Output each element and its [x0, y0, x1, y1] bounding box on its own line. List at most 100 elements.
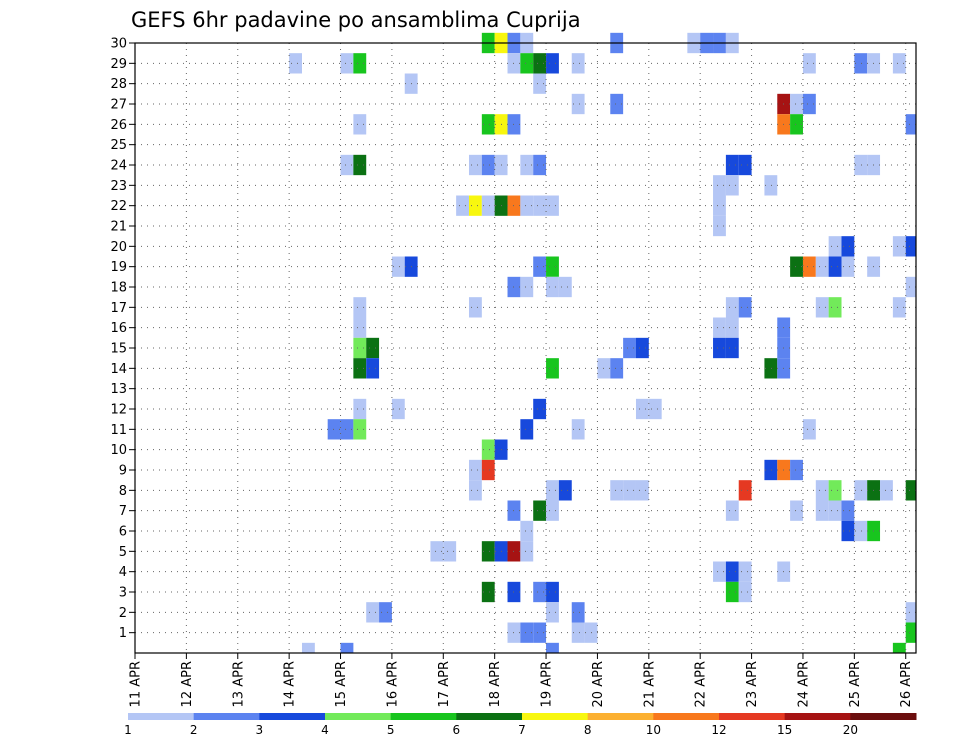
legend-label: 7 [518, 723, 526, 737]
x-tick-label: 17 APR [437, 661, 452, 707]
y-tick-label: 27 [110, 98, 127, 113]
y-tick-label: 6 [119, 525, 127, 540]
x-tick-label: 26 APR [899, 661, 914, 707]
legend-swatch [719, 713, 785, 720]
legend-label: 3 [256, 723, 264, 737]
heatmap-cell [816, 480, 829, 500]
heatmap-cell [829, 501, 842, 521]
y-tick-label: 25 [110, 138, 127, 153]
heatmap-cell [559, 480, 572, 500]
legend-label: 10 [646, 723, 661, 737]
legend-swatch [128, 713, 194, 720]
heatmap-cell [546, 257, 559, 277]
heatmap-cell [366, 338, 379, 358]
heatmap-cell [559, 277, 572, 297]
y-tick-label: 11 [110, 423, 127, 438]
legend-swatch [850, 713, 916, 720]
heatmap-cell [546, 53, 559, 73]
heatmap-cell [469, 460, 482, 480]
heatmap-cell [546, 277, 559, 297]
heatmap-cell [353, 399, 366, 419]
legend-swatch [785, 713, 851, 720]
heatmap-cell [854, 480, 867, 500]
heatmap-cell [341, 643, 354, 653]
heatmap-cell [906, 602, 916, 622]
heatmap-cell [623, 338, 636, 358]
y-tick-label: 19 [110, 260, 127, 275]
heatmap-cell [764, 358, 777, 378]
legend-swatch [522, 713, 588, 720]
x-tick-label: 12 APR [180, 661, 195, 707]
y-tick-label: 29 [110, 57, 127, 72]
heatmap-cell [854, 521, 867, 541]
heatmap-cell [456, 196, 469, 216]
color-legend: 1 2 3 4 5 6 7 8 10 12 15 20 [124, 713, 916, 737]
heatmap-cell [533, 196, 546, 216]
heatmap-cell [546, 582, 559, 602]
heatmap-cell [533, 582, 546, 602]
heatmap-cell [533, 74, 546, 94]
heatmap-cell [906, 236, 916, 256]
heatmap-cell [739, 480, 752, 500]
y-tick-label: 2 [119, 606, 127, 621]
heatmap-cell [906, 623, 916, 643]
heatmap-cell [546, 358, 559, 378]
legend-label: 20 [843, 723, 858, 737]
legend-label: 12 [711, 723, 726, 737]
heatmap-cell [353, 114, 366, 134]
legend-label: 1 [124, 723, 132, 737]
x-tick-label: 20 APR [591, 661, 606, 707]
y-tick-label: 22 [110, 199, 127, 214]
chart-title: GEFS 6hr padavine po ansamblima Cuprija [131, 8, 581, 32]
x-tick-label: 14 APR [283, 661, 298, 707]
heatmap-cell [726, 297, 739, 317]
heatmap-cell [469, 297, 482, 317]
y-tick-label: 7 [119, 504, 127, 519]
heatmap-cell [854, 53, 867, 73]
x-tick-label: 23 APR [745, 661, 760, 707]
heatmap-cell [726, 338, 739, 358]
heatmap-cell [533, 155, 546, 175]
heatmap-cell [726, 501, 739, 521]
heatmap-cell [353, 338, 366, 358]
legend-label: 15 [777, 723, 792, 737]
y-tick-label: 17 [110, 301, 127, 316]
heatmap-cell [546, 602, 559, 622]
y-tick-label: 23 [110, 179, 127, 194]
heatmap-cell [533, 53, 546, 73]
heatmap-cell [353, 318, 366, 338]
heatmap-cell [353, 53, 366, 73]
heatmap-cell [739, 155, 752, 175]
heatmap-cell [829, 236, 842, 256]
heatmap-cell [893, 643, 906, 653]
heatmap-cell [739, 562, 752, 582]
legend-swatch [456, 713, 522, 720]
y-tick-label: 30 [110, 37, 127, 52]
x-tick-label: 21 APR [642, 661, 657, 707]
y-tick-label: 16 [110, 321, 127, 336]
heatmap-cell [880, 480, 893, 500]
heatmap-cell [533, 257, 546, 277]
heatmap-cell [854, 155, 867, 175]
y-tick-label: 9 [119, 464, 127, 479]
heatmap-cell [353, 155, 366, 175]
heatmap-cell [546, 480, 559, 500]
heatmap-cell [469, 196, 482, 216]
heatmap-cell [366, 602, 379, 622]
heatmap-cell [906, 114, 916, 134]
heatmap-cell [906, 480, 916, 500]
x-tick-label: 19 APR [540, 661, 555, 707]
heatmap-cell [302, 643, 315, 653]
y-tick-label: 8 [119, 484, 127, 499]
heatmap-cell [469, 480, 482, 500]
legend-label: 6 [453, 723, 461, 737]
heatmap-cell [636, 480, 649, 500]
y-tick-label: 3 [119, 586, 127, 601]
heatmap-cell [469, 155, 482, 175]
heatmap-cell [546, 501, 559, 521]
heatmap-cell [353, 419, 366, 439]
heatmap-cell [739, 297, 752, 317]
x-tick-label: 22 APR [694, 661, 709, 707]
y-tick-label: 15 [110, 342, 127, 357]
